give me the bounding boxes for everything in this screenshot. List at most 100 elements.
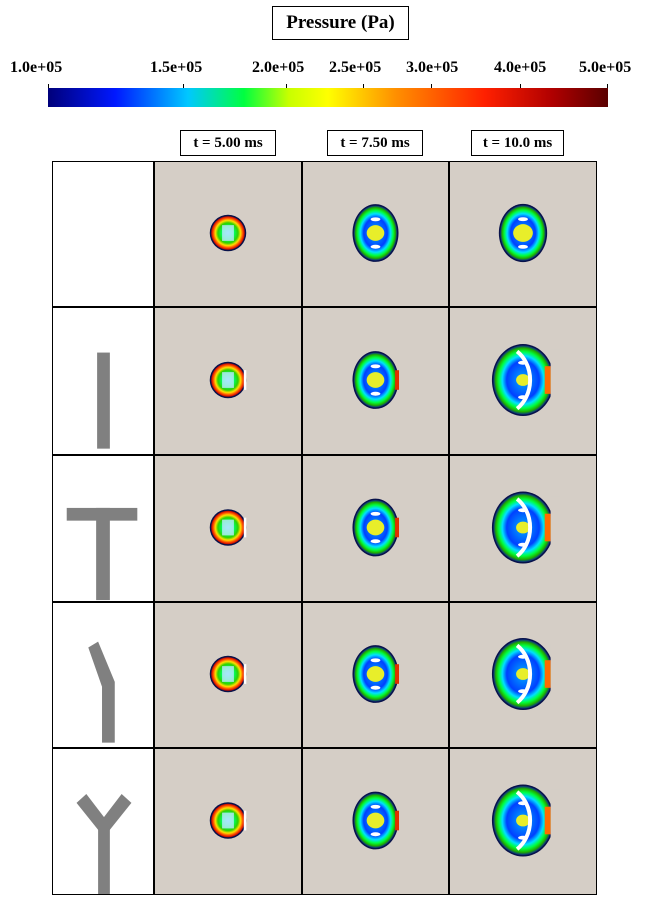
blast-core bbox=[516, 521, 530, 534]
wall-marker bbox=[243, 810, 247, 831]
colorbar-tick bbox=[183, 84, 184, 90]
wall-marker bbox=[243, 370, 247, 390]
colorbar-title: Pressure (Pa) bbox=[272, 6, 409, 40]
geometry-drawing bbox=[97, 352, 110, 449]
simulation-cell bbox=[449, 602, 597, 748]
colorbar-tick bbox=[48, 84, 49, 90]
wall-reflection bbox=[544, 366, 551, 394]
wall-reflection bbox=[544, 513, 551, 542]
blast-core bbox=[366, 372, 385, 388]
highlight-spot bbox=[518, 217, 528, 222]
geometry-cell bbox=[52, 602, 154, 748]
colorbar-tick-label: 3.0e+05 bbox=[406, 59, 459, 76]
geometry-cell bbox=[52, 455, 154, 602]
wall-reflection bbox=[395, 810, 400, 831]
highlight-spot bbox=[370, 511, 381, 516]
blast-core bbox=[366, 519, 385, 536]
pressure-field bbox=[352, 351, 400, 409]
pressure-field bbox=[352, 791, 400, 850]
geometry-drawing bbox=[76, 794, 132, 894]
blast-core bbox=[222, 519, 234, 536]
reflected-wave bbox=[515, 643, 533, 705]
simulation-cell bbox=[154, 602, 302, 748]
colorbar-tick-label: 4.0e+05 bbox=[494, 59, 547, 76]
blast-core bbox=[366, 812, 385, 829]
time-label: t = 10.0 ms bbox=[471, 130, 564, 156]
pressure-field bbox=[491, 638, 561, 711]
wall-marker bbox=[243, 664, 247, 684]
pressure-field bbox=[209, 361, 247, 399]
geometry-drawing bbox=[53, 162, 153, 306]
wall-shape bbox=[99, 794, 132, 833]
blast-core bbox=[222, 372, 234, 388]
colorbar-tick bbox=[520, 84, 521, 90]
blast-core bbox=[366, 666, 385, 682]
wall-reflection bbox=[544, 660, 551, 688]
reflected-wave bbox=[515, 790, 533, 851]
highlight-spot bbox=[370, 217, 381, 222]
highlight-spot bbox=[370, 244, 381, 249]
cut-region bbox=[550, 496, 561, 559]
wall-reflection bbox=[395, 664, 400, 684]
simulation-cell bbox=[154, 161, 302, 307]
pressure-colorbar bbox=[48, 88, 608, 107]
pressure-field bbox=[209, 655, 247, 693]
highlight-spot bbox=[518, 244, 528, 249]
pressure-field bbox=[209, 214, 247, 252]
highlight-spot bbox=[370, 539, 381, 544]
pressure-field bbox=[209, 802, 247, 839]
colorbar-tick-label: 2.5e+05 bbox=[329, 59, 382, 76]
simulation-cell bbox=[302, 748, 449, 895]
cut-region bbox=[550, 789, 561, 852]
highlight-spot bbox=[370, 364, 381, 369]
simulation-cell bbox=[302, 161, 449, 307]
geometry-cell bbox=[52, 748, 154, 895]
wall-shape bbox=[102, 681, 115, 743]
simulation-cell bbox=[302, 455, 449, 602]
colorbar-tick-label: 1.0e+05 bbox=[10, 59, 63, 76]
blast-core bbox=[222, 666, 234, 682]
cut-region bbox=[550, 349, 561, 411]
blast-core bbox=[516, 668, 530, 680]
geometry-cell bbox=[52, 307, 154, 455]
wall-shape bbox=[98, 823, 110, 894]
time-label: t = 7.50 ms bbox=[327, 130, 423, 156]
time-label: t = 5.00 ms bbox=[180, 130, 276, 156]
simulation-cell bbox=[449, 161, 597, 307]
pressure-field bbox=[498, 203, 548, 263]
blast-core bbox=[366, 225, 385, 241]
simulation-cell bbox=[154, 748, 302, 895]
pressure-field bbox=[491, 491, 561, 564]
highlight-spot bbox=[370, 685, 381, 690]
reflected-wave bbox=[515, 349, 533, 411]
cut-region bbox=[550, 643, 561, 705]
simulation-cell bbox=[449, 455, 597, 602]
reflected-wave bbox=[515, 497, 533, 558]
colorbar-tick bbox=[363, 84, 364, 90]
colorbar-tick-label: 5.0e+05 bbox=[579, 59, 632, 76]
pressure-field bbox=[352, 204, 399, 262]
blast-core bbox=[222, 225, 234, 241]
highlight-spot bbox=[370, 658, 381, 663]
simulation-cell bbox=[302, 307, 449, 455]
highlight-spot bbox=[370, 804, 381, 809]
wall-marker bbox=[243, 517, 247, 538]
colorbar-tick-label: 1.5e+05 bbox=[150, 59, 203, 76]
wall-reflection bbox=[395, 517, 400, 538]
pressure-field bbox=[209, 509, 247, 546]
wall-reflection bbox=[395, 370, 400, 390]
pressure-field bbox=[352, 498, 400, 557]
wall-shape bbox=[88, 641, 115, 687]
simulation-cell bbox=[302, 602, 449, 748]
geometry-cell bbox=[52, 161, 154, 307]
wall-reflection bbox=[544, 806, 551, 835]
blast-core bbox=[516, 374, 530, 386]
blast-core bbox=[516, 814, 530, 827]
wall-shape bbox=[96, 507, 110, 601]
colorbar-tick bbox=[431, 84, 432, 90]
simulation-cell bbox=[449, 307, 597, 455]
pressure-field bbox=[352, 645, 400, 703]
simulation-cell bbox=[154, 455, 302, 602]
blast-core bbox=[513, 224, 533, 242]
colorbar-tick bbox=[607, 84, 608, 90]
